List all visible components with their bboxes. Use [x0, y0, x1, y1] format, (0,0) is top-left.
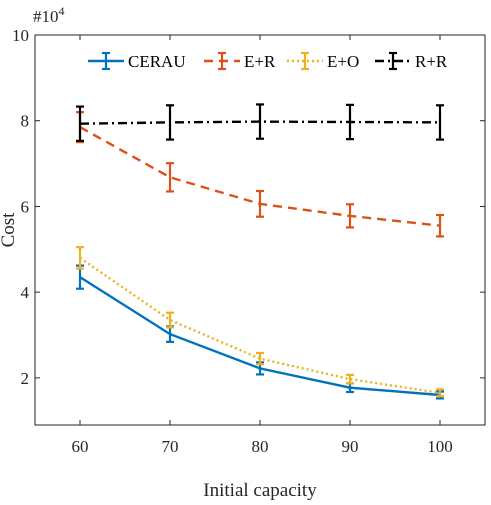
series-cerau	[76, 264, 444, 400]
legend-label-r-r: R+R	[415, 52, 448, 71]
series-r-r	[76, 103, 444, 142]
legend-item-e-r: E+R	[204, 51, 276, 71]
x-tick-label: 100	[427, 437, 453, 456]
y-multiplier: #104	[33, 4, 65, 26]
y-axis-title: Cost	[0, 212, 19, 248]
x-tick-label: 60	[72, 437, 89, 456]
legend-label-e-o: E+O	[327, 52, 359, 71]
y-multiplier-base: #10	[33, 7, 59, 26]
legend-item-cerau: CERAU	[88, 51, 186, 71]
error-bar-e-o	[436, 388, 444, 398]
y-tick-label: 10	[12, 26, 29, 45]
legend: CERAU E+R E+O R+R	[88, 51, 448, 71]
error-bar-e-r	[346, 203, 354, 229]
chart-marks	[76, 103, 444, 400]
error-bar-e-r	[436, 213, 444, 238]
axis-ticks: 60 70 80 90 100 2 4 6 8 10	[12, 26, 485, 456]
error-bar-e-o	[76, 246, 84, 270]
error-bar-r-r	[76, 105, 84, 142]
error-bar-e-o	[346, 373, 354, 385]
series-line-r-r	[79, 120, 441, 125]
error-bar-r-r	[166, 104, 174, 141]
y-multiplier-exponent: 4	[59, 4, 65, 18]
x-tick-label: 80	[252, 437, 269, 456]
x-tick-label: 70	[162, 437, 179, 456]
error-bar-r-r	[346, 103, 354, 141]
error-bar-e-r	[256, 189, 264, 218]
series-e-o	[76, 246, 444, 398]
legend-item-r-r: R+R	[375, 51, 448, 71]
legend-item-e-o: E+O	[287, 51, 359, 71]
legend-label-e-r: E+R	[244, 52, 276, 71]
y-tick-label: 2	[21, 369, 30, 388]
error-bar-r-r	[256, 103, 264, 140]
y-tick-label: 8	[21, 112, 30, 131]
error-bar-e-o	[166, 311, 174, 329]
x-axis-title: Initial capacity	[203, 480, 317, 501]
error-bar-e-r	[166, 162, 174, 193]
error-bar-e-o	[256, 351, 264, 366]
legend-label-cerau: CERAU	[128, 52, 186, 71]
error-bar-r-r	[436, 104, 444, 141]
y-tick-label: 4	[21, 283, 30, 302]
y-tick-label: 6	[21, 197, 30, 216]
x-tick-label: 90	[342, 437, 359, 456]
